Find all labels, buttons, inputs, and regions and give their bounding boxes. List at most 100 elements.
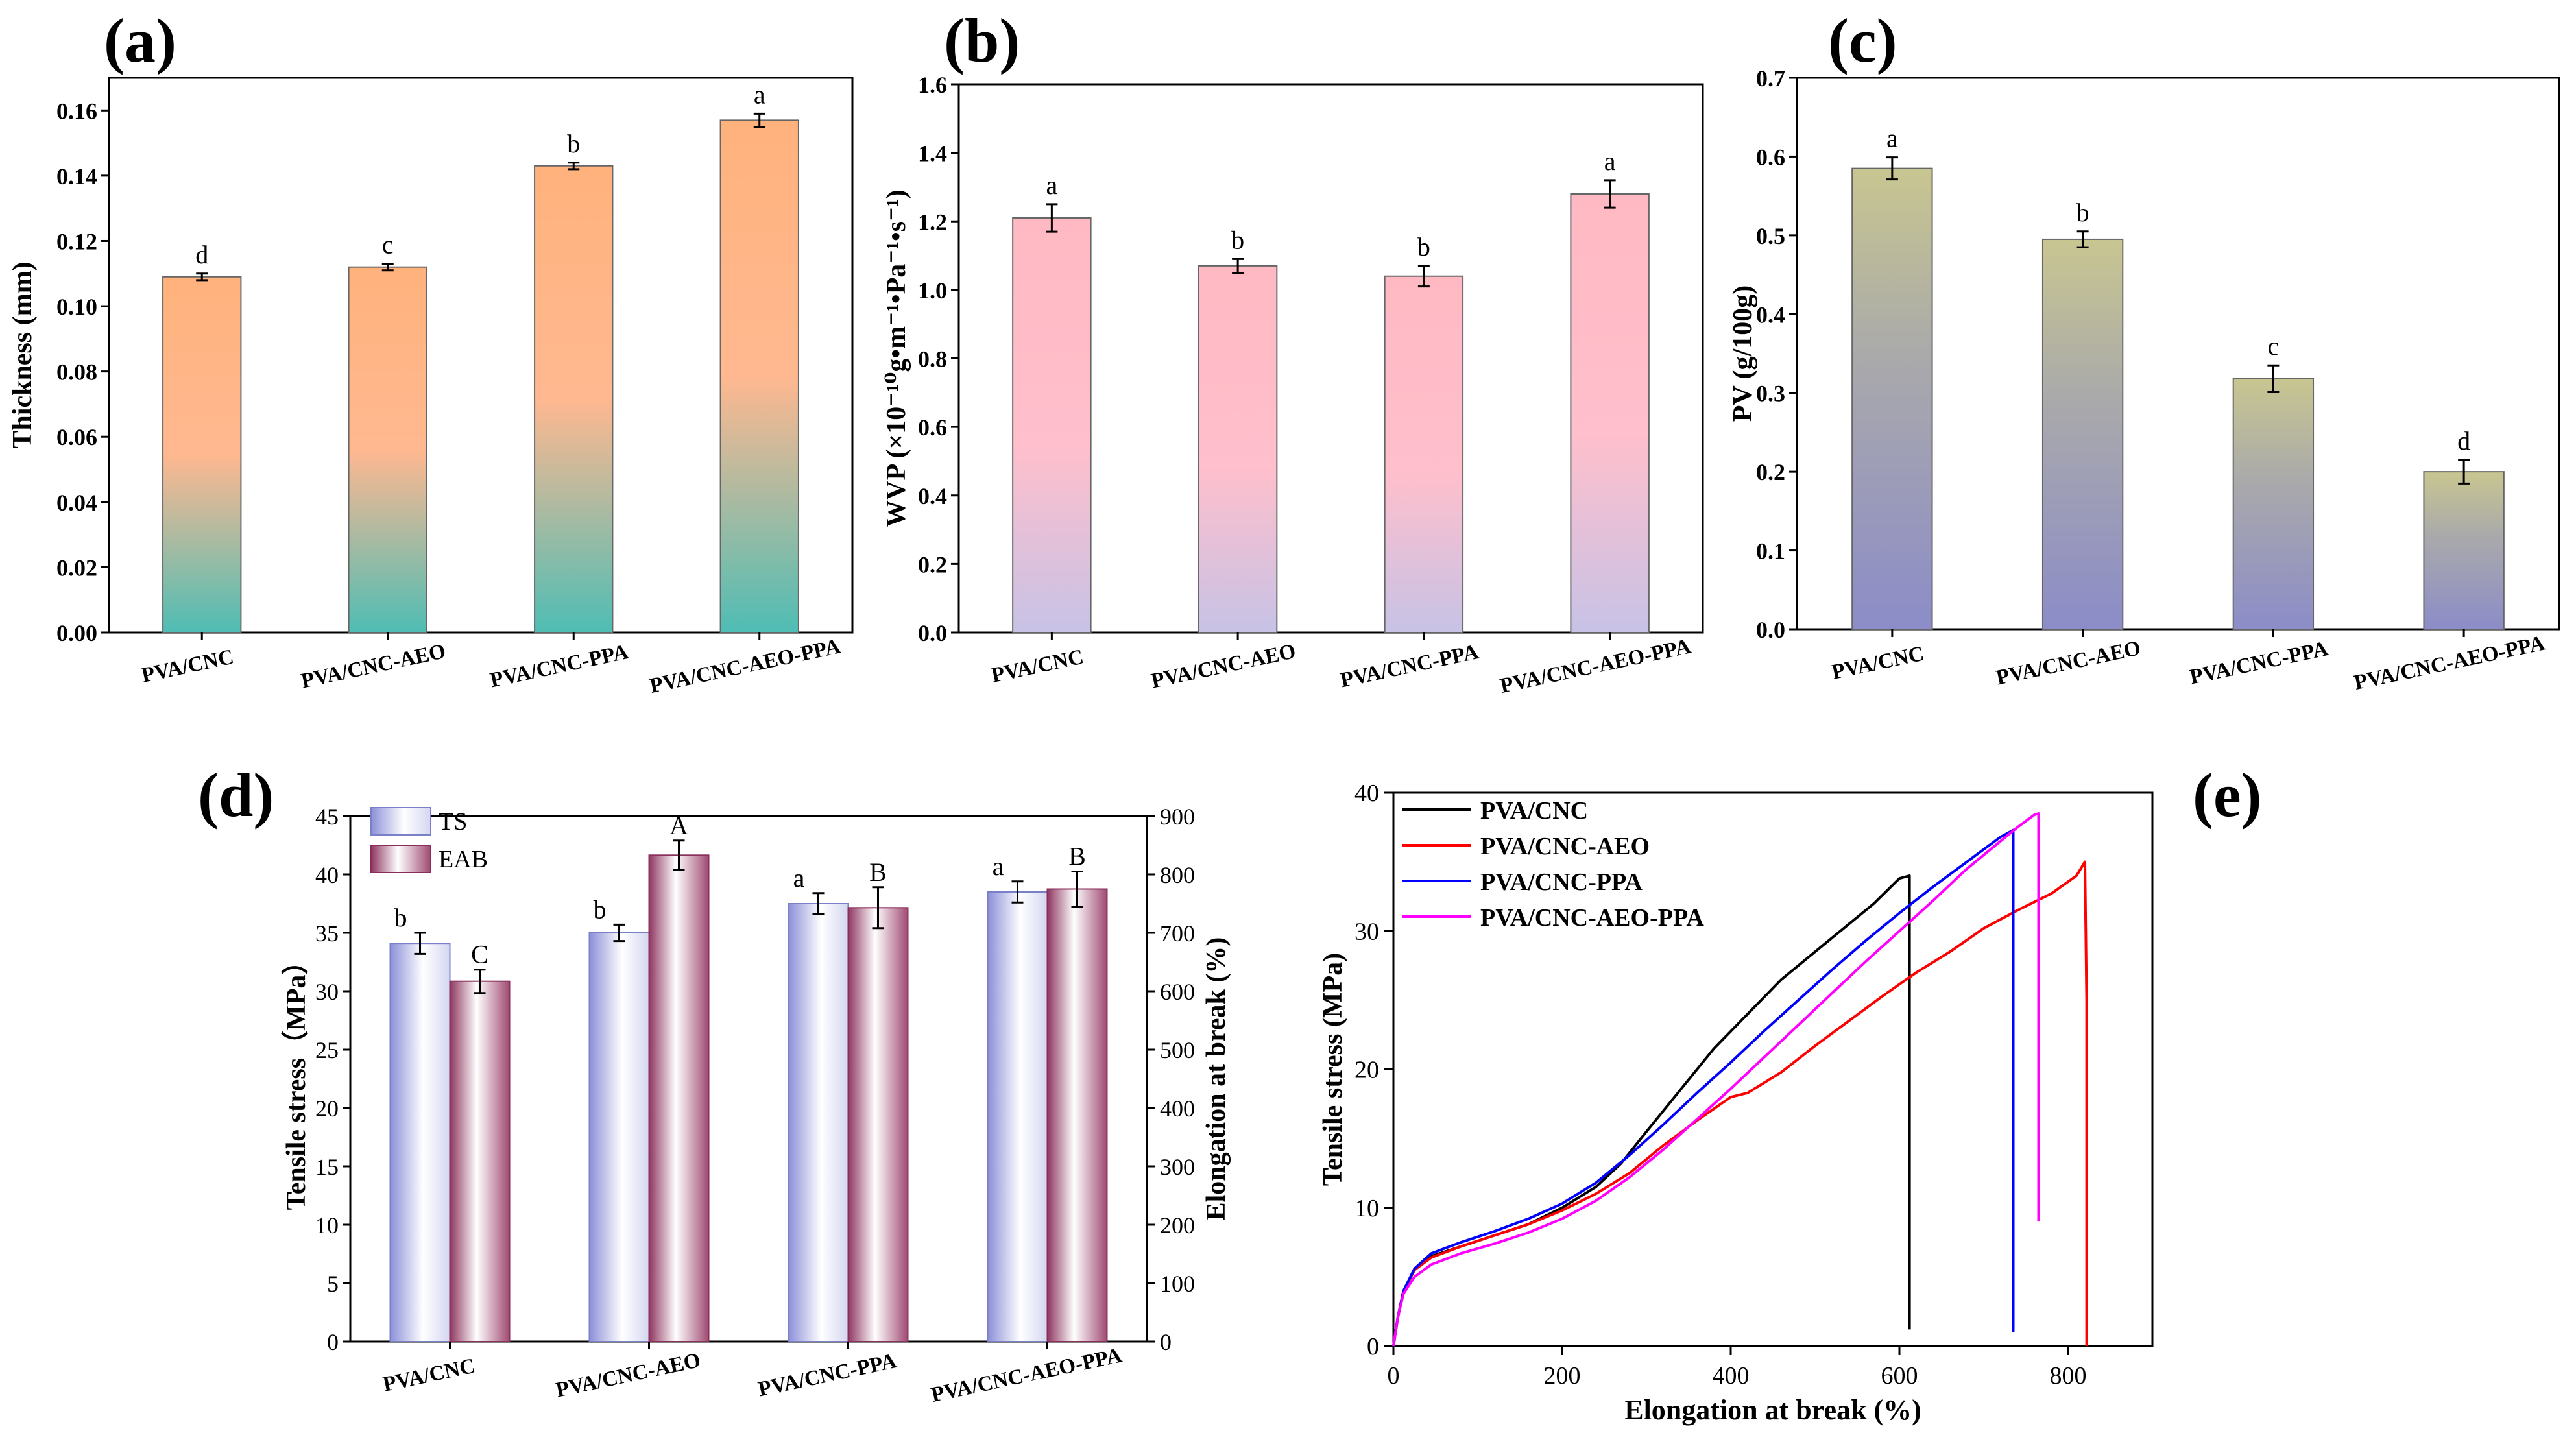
legend-label: PVA/CNC-AEO bbox=[1480, 833, 1650, 860]
x-tick-label: 800 bbox=[2050, 1362, 2087, 1390]
y-tick-label: 0.2 bbox=[918, 551, 947, 577]
legend-label: PVA/CNC bbox=[1480, 797, 1588, 824]
panel-label-e: (e) bbox=[2193, 760, 2262, 830]
legend-label: PVA/CNC-AEO-PPA bbox=[1480, 904, 1704, 932]
series-line-pva-cnc-aeo-ppa bbox=[1392, 812, 2040, 1347]
series-line-pva-cnc-ppa bbox=[1392, 828, 2015, 1347]
y-tick-label: 40 bbox=[315, 862, 339, 888]
y-axis-label: Tensile stress (MPa) bbox=[1318, 953, 1348, 1186]
significance-letter: a bbox=[993, 852, 1004, 881]
bar bbox=[348, 266, 427, 633]
y-tick-label: 20 bbox=[315, 1096, 339, 1122]
x-tick-label: PVA/CNC-PPA bbox=[756, 1349, 899, 1401]
significance-letter: C bbox=[471, 940, 488, 969]
bar bbox=[534, 165, 614, 633]
y-tick-label: 0.2 bbox=[1756, 459, 1785, 485]
y2-tick-label: 200 bbox=[1160, 1212, 1195, 1238]
y-tick-label: 0.06 bbox=[56, 424, 97, 450]
significance-letter: a bbox=[1604, 147, 1616, 176]
x-tick-label: PVA/CNC-PPA bbox=[1338, 640, 1481, 692]
bar-eab bbox=[847, 907, 909, 1343]
x-tick-label: 200 bbox=[1544, 1362, 1581, 1390]
y-tick-label: 0.10 bbox=[56, 294, 97, 320]
y-tick-label: 15 bbox=[315, 1154, 339, 1180]
y-tick-label: 0 bbox=[1367, 1333, 1379, 1360]
bar bbox=[1384, 275, 1464, 633]
significance-letter: b bbox=[394, 903, 407, 932]
bar bbox=[162, 276, 242, 633]
y2-tick-label: 400 bbox=[1160, 1096, 1195, 1122]
significance-letter: a bbox=[1046, 171, 1057, 200]
significance-letter: b bbox=[1231, 225, 1244, 254]
y-tick-label: 30 bbox=[1354, 918, 1379, 945]
x-tick-label: PVA/CNC bbox=[989, 645, 1086, 688]
y2-tick-label: 100 bbox=[1160, 1271, 1195, 1297]
y-tick-label: 1.2 bbox=[918, 209, 947, 235]
x-tick-label: PVA/CNC bbox=[139, 645, 236, 688]
bar-eab bbox=[1046, 888, 1108, 1342]
panel-label-a: (a) bbox=[104, 6, 176, 75]
y-tick-label: 5 bbox=[327, 1271, 339, 1297]
legend-label: PVA/CNC-PPA bbox=[1480, 869, 1643, 896]
legend-swatch-ts bbox=[370, 807, 431, 836]
y-axis-label: WVP (×10⁻¹⁰g•m⁻¹•Pa⁻¹•s⁻¹) bbox=[882, 189, 911, 527]
legend-label: TS bbox=[439, 808, 467, 836]
significance-letter: a bbox=[754, 80, 765, 109]
y-tick-label: 0.08 bbox=[56, 359, 97, 385]
significance-letter: A bbox=[669, 811, 688, 840]
y-tick-label: 0.3 bbox=[1756, 381, 1785, 407]
x-tick-label: 400 bbox=[1713, 1362, 1750, 1390]
bar bbox=[1198, 265, 1278, 633]
y2-tick-label: 500 bbox=[1160, 1037, 1195, 1063]
y-tick-label: 0.7 bbox=[1756, 66, 1785, 91]
y-tick-label: 45 bbox=[315, 804, 339, 830]
x-tick-label: PVA/CNC-AEO bbox=[554, 1349, 703, 1402]
y-tick-label: 10 bbox=[1354, 1195, 1379, 1222]
y-tick-label: 0.5 bbox=[1756, 223, 1785, 249]
y-tick-label: 0.0 bbox=[918, 620, 947, 646]
y-axis-label: PV (g/100g) bbox=[1728, 285, 1758, 422]
y-tick-label: 1.6 bbox=[918, 72, 947, 98]
y-tick-label: 25 bbox=[315, 1037, 339, 1063]
y-tick-label: 0.14 bbox=[56, 163, 97, 189]
y2-tick-label: 800 bbox=[1160, 862, 1195, 888]
significance-letter: d bbox=[195, 240, 208, 269]
y-tick-label: 0.8 bbox=[918, 346, 947, 372]
y2-tick-label: 300 bbox=[1160, 1154, 1195, 1180]
x-tick-label: PVA/CNC bbox=[1830, 642, 1927, 684]
significance-letter: c bbox=[382, 230, 394, 259]
x-tick-label: PVA/CNC-AEO bbox=[1149, 640, 1297, 693]
x-tick-label: 600 bbox=[1881, 1362, 1918, 1390]
legend-swatch-eab bbox=[370, 845, 431, 873]
legend-label: EAB bbox=[439, 846, 488, 873]
significance-letter: B bbox=[869, 858, 887, 887]
bar-eab bbox=[449, 980, 511, 1342]
significance-letter: b bbox=[1417, 232, 1430, 261]
x-tick-label: PVA/CNC-PPA bbox=[488, 640, 631, 692]
bar bbox=[2423, 471, 2505, 631]
y-tick-label: 35 bbox=[315, 921, 339, 946]
series-line-pva-cnc bbox=[1392, 874, 1911, 1347]
bar bbox=[1012, 217, 1092, 633]
bar-eab bbox=[648, 854, 710, 1343]
significance-letter: b bbox=[2076, 198, 2089, 227]
y-tick-label: 1.4 bbox=[918, 141, 947, 167]
bar-ts bbox=[788, 903, 849, 1342]
series-line-pva-cnc-aeo bbox=[1392, 860, 2088, 1347]
y-tick-label: 20 bbox=[1354, 1057, 1379, 1084]
panel-a-thickness: 0.00 0.02 0.04 0.06 0.08 0.10 0.12 0.14 0.16 Thic… bbox=[8, 77, 854, 698]
bar bbox=[719, 119, 799, 634]
panel-label-c: (c) bbox=[1828, 6, 1897, 75]
significance-letter: b bbox=[567, 129, 580, 158]
x-tick-label: PVA/CNC-AEO-PPA bbox=[647, 634, 843, 698]
y-tick-label: 1.0 bbox=[918, 278, 947, 304]
plot-frame bbox=[349, 815, 1148, 1343]
panel-label-d: (d) bbox=[198, 760, 274, 830]
bar bbox=[1851, 167, 1933, 630]
significance-letter: b bbox=[594, 895, 607, 924]
y-tick-label: 0.6 bbox=[918, 415, 947, 440]
bar-ts bbox=[987, 891, 1048, 1342]
y-tick-label: 40 bbox=[1354, 780, 1379, 807]
x-tick-label: PVA/CNC bbox=[381, 1354, 477, 1397]
